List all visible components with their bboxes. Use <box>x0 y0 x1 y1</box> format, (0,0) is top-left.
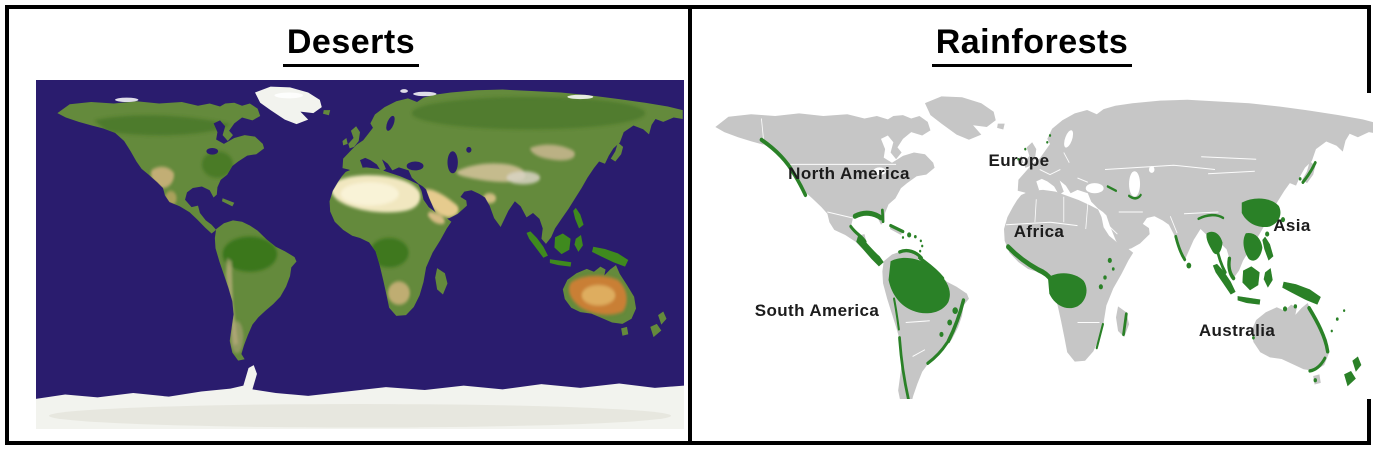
caucasus-forest <box>1106 185 1118 193</box>
east-us-forest <box>201 151 233 178</box>
burma-forest <box>1206 231 1223 255</box>
inland-seas <box>873 130 1155 197</box>
pacific-nw-rainforest <box>759 137 808 198</box>
deserts-title-text: Deserts <box>282 23 420 67</box>
cuba-forest <box>889 223 905 234</box>
central-america-rainforest <box>856 234 884 267</box>
gulf-coast-forest <box>852 210 884 221</box>
label-africa: Africa <box>1013 222 1065 241</box>
boreal-forest-na <box>94 115 231 136</box>
deserts-title: Deserts <box>9 23 693 67</box>
guyana-coast-forest <box>918 256 945 280</box>
rainforest-regions <box>759 134 1362 399</box>
label-europe: Europe <box>988 151 1050 170</box>
florida-forest <box>880 208 885 224</box>
great-lakes <box>873 167 886 176</box>
caspian-sea <box>447 151 458 174</box>
amazon-forest <box>222 236 278 272</box>
black-sea <box>1085 183 1104 194</box>
malay-forest <box>1227 256 1236 281</box>
black-sea <box>406 161 424 171</box>
brazil-atlantic-forest <box>946 298 966 344</box>
deserts-satellite-world-map <box>36 80 684 429</box>
somali-desert <box>427 211 445 225</box>
congo-forest <box>369 237 409 268</box>
western-ghats-forest <box>1174 234 1187 262</box>
terrain-shading <box>94 96 646 354</box>
boreal-forest-asia <box>411 96 646 130</box>
valdivian-forest <box>898 336 910 399</box>
baltic-sea <box>1064 130 1074 148</box>
baltic-sea <box>386 115 395 131</box>
rainforests-title: Rainforests <box>697 23 1367 67</box>
patagonian-desert <box>230 320 244 354</box>
rainforests-title-text: Rainforests <box>931 23 1133 67</box>
south-china-forest <box>1241 198 1281 228</box>
inland-seas <box>206 115 472 174</box>
label-north-america: North America <box>788 164 910 183</box>
venezuela-coast-forest <box>898 248 923 260</box>
taiwan-forest <box>1280 217 1286 223</box>
madagascar-rainforest <box>1122 312 1128 337</box>
tasmania-forest <box>1313 378 1317 383</box>
great-lakes <box>206 147 219 155</box>
label-australia: Australia <box>1198 321 1276 340</box>
caspian-forest <box>1128 193 1142 200</box>
sahara-core <box>340 182 399 206</box>
himalaya-foothill-forest <box>1197 213 1225 221</box>
kalahari-desert <box>387 281 410 305</box>
panel-divider <box>688 5 692 445</box>
arabian-desert <box>424 189 459 218</box>
australia-east-coast-forest <box>1307 305 1330 354</box>
caspian-sea <box>1129 171 1141 197</box>
congo-rainforest <box>1047 273 1087 309</box>
tibetan-plateau <box>506 171 541 185</box>
hainan-forest <box>1265 231 1270 237</box>
label-asia: Asia <box>1273 216 1311 235</box>
antarctica-shading <box>48 404 672 428</box>
sea-ice-flecks <box>115 89 594 103</box>
aral-sea <box>1148 166 1155 173</box>
indochina-forest <box>1243 232 1263 261</box>
rainforests-world-map <box>703 93 1373 399</box>
japan-forest <box>1301 161 1317 184</box>
outback-core <box>581 284 616 306</box>
aral-sea <box>466 146 472 153</box>
mozambique-coast-forest <box>1095 322 1104 350</box>
label-south-america: South America <box>754 301 880 320</box>
sri-lanka-forest <box>1186 262 1192 269</box>
gobi-desert <box>529 144 575 161</box>
